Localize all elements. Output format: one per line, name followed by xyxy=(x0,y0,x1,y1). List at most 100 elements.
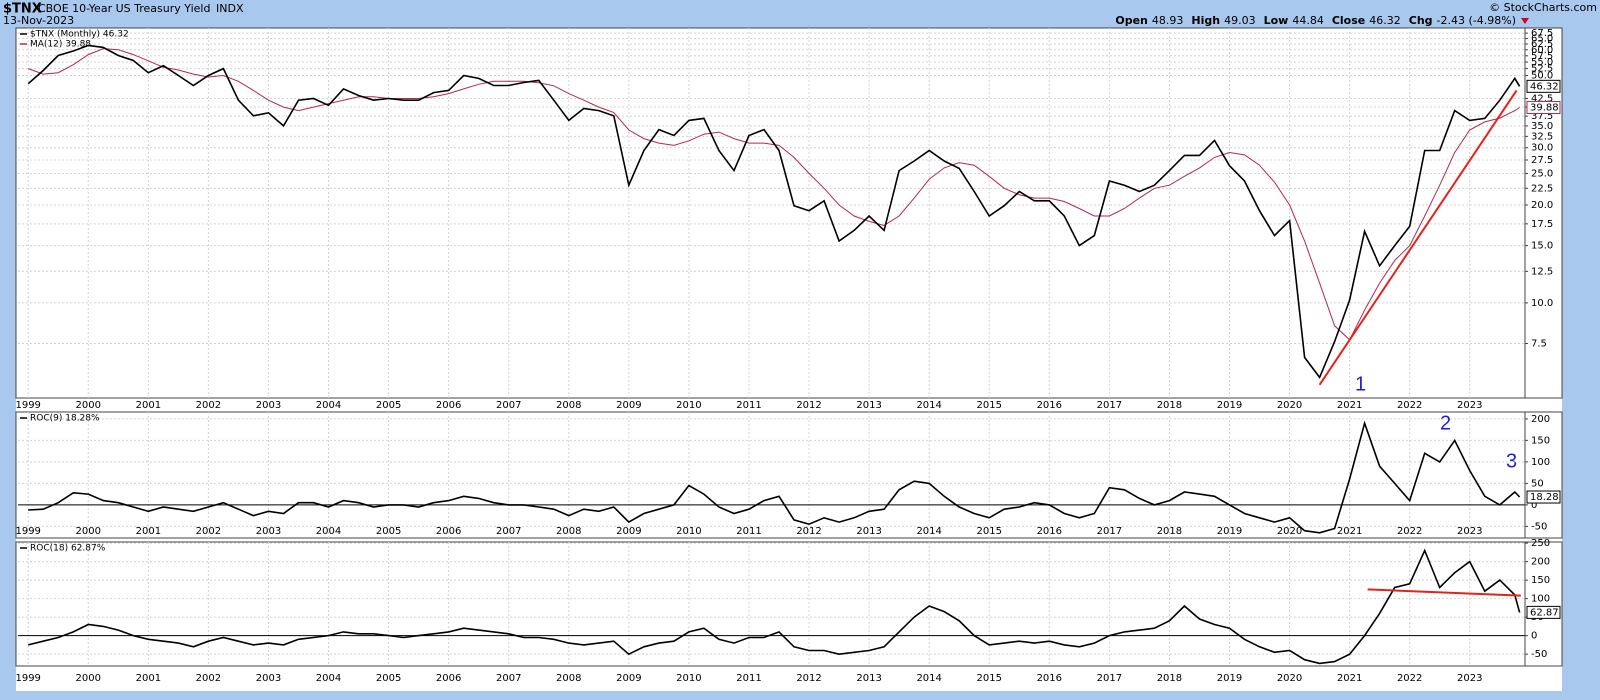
x-tick-label: 2003 xyxy=(256,673,281,684)
y-tick-label: 150 xyxy=(1531,575,1550,586)
y-tick-label: 42.5 xyxy=(1531,93,1553,104)
symbol: $TNX xyxy=(3,2,42,17)
x-tick-label: 2006 xyxy=(436,526,461,537)
x-tick-label: 2005 xyxy=(376,526,401,537)
series-line xyxy=(28,420,1521,534)
x-tick-label: 2001 xyxy=(136,400,161,411)
x-tick-label: 2001 xyxy=(136,673,161,684)
x-tick-label: 2022 xyxy=(1397,673,1422,684)
y-tick-label: 32.5 xyxy=(1531,131,1553,142)
quote-value: 48.93 xyxy=(1152,14,1184,27)
x-tick-label: 2005 xyxy=(376,673,401,684)
x-tick-label: 2023 xyxy=(1457,673,1482,684)
legend-entry: ROC(18) 62.87% xyxy=(30,544,106,554)
y-tick-label: 22.5 xyxy=(1531,183,1553,194)
x-tick-label: 2007 xyxy=(496,526,521,537)
x-tick-label: 2015 xyxy=(977,400,1002,411)
x-tick-label: 2022 xyxy=(1397,400,1422,411)
x-tick-label: 2008 xyxy=(556,673,581,684)
exchange: INDX xyxy=(216,2,244,15)
x-tick-label: 2022 xyxy=(1397,526,1422,537)
x-tick-label: 2020 xyxy=(1277,400,1302,411)
y-tick-label: 7.5 xyxy=(1531,339,1547,350)
down-arrow xyxy=(1521,18,1529,24)
panel-border xyxy=(15,411,1563,539)
x-tick-label: 2004 xyxy=(316,673,341,684)
x-tick-label: 2017 xyxy=(1097,400,1122,411)
series-line xyxy=(28,548,1521,665)
x-tick-label: 2018 xyxy=(1157,400,1182,411)
x-tick-label: 2020 xyxy=(1277,673,1302,684)
x-tick-label: 2003 xyxy=(256,400,281,411)
date: 13-Nov-2023 xyxy=(3,14,74,27)
x-tick-label: 2013 xyxy=(856,526,881,537)
x-tick-label: 2010 xyxy=(676,400,701,411)
quote-value: 44.84 xyxy=(1292,14,1324,27)
quote-label: Chg xyxy=(1409,14,1433,27)
x-tick-label: 2012 xyxy=(796,673,821,684)
last-value-label: 39.88 xyxy=(1530,102,1559,113)
x-tick-label: 2017 xyxy=(1097,673,1122,684)
x-tick-label: 2009 xyxy=(616,526,641,537)
y-tick-label: 62.5 xyxy=(1531,39,1553,50)
y-tick-label: 57.5 xyxy=(1531,51,1553,62)
x-tick-label: 2008 xyxy=(556,526,581,537)
y-tick-label: 10.0 xyxy=(1531,298,1553,309)
x-tick-label: 2014 xyxy=(916,526,941,537)
last-value-box xyxy=(1526,490,1561,504)
last-value-box xyxy=(1526,100,1561,114)
credit: © StockCharts.com xyxy=(1489,1,1597,14)
quote-label: Low xyxy=(1264,14,1289,27)
quote: Open 48.93 High 49.03 Low 44.84 Close 46.32 Chg -… xyxy=(1115,14,1516,27)
y-tick-label: 150 xyxy=(1531,435,1550,446)
y-tick-label: 200 xyxy=(1531,557,1550,568)
last-value-label: 62.87 xyxy=(1530,607,1559,618)
y-tick-label: 250 xyxy=(1531,538,1550,549)
x-tick-label: 2005 xyxy=(376,400,401,411)
x-tick-label: 2016 xyxy=(1037,673,1062,684)
x-tick-label: 2019 xyxy=(1217,400,1242,411)
panel-border xyxy=(15,541,1563,667)
y-tick-label: 100 xyxy=(1531,457,1550,468)
x-tick-label: 2009 xyxy=(616,400,641,411)
panel-border xyxy=(15,27,1563,399)
y-tick-label: 100 xyxy=(1531,594,1550,605)
x-tick-label: 2003 xyxy=(256,526,281,537)
annotation: 2 xyxy=(1440,412,1451,434)
x-tick-label: 2023 xyxy=(1457,526,1482,537)
x-tick-label: 2018 xyxy=(1157,526,1182,537)
quote-value: 49.03 xyxy=(1224,14,1256,27)
y-tick-label: 65.0 xyxy=(1531,33,1553,44)
last-value-box xyxy=(1526,79,1561,93)
y-tick-label: 35.0 xyxy=(1531,121,1553,132)
x-tick-label: 2023 xyxy=(1457,400,1482,411)
x-tick-label: 2007 xyxy=(496,673,521,684)
y-tick-label: 0 xyxy=(1531,500,1537,511)
x-tick-label: 2006 xyxy=(436,400,461,411)
y-tick-label: 15.0 xyxy=(1531,241,1553,252)
trend-line xyxy=(1318,89,1518,386)
x-tick-label: 2008 xyxy=(556,400,581,411)
x-tick-label: 2012 xyxy=(796,400,821,411)
x-tick-label: 2021 xyxy=(1337,526,1362,537)
chart-area xyxy=(16,28,1562,691)
x-tick-label: 2013 xyxy=(856,673,881,684)
x-tick-label: 2016 xyxy=(1037,526,1062,537)
y-tick-label: 0 xyxy=(1531,631,1537,642)
x-tick-label: 1999 xyxy=(15,673,40,684)
trend-line xyxy=(1367,588,1521,597)
x-tick-label: 2002 xyxy=(196,400,221,411)
series-line xyxy=(27,44,1521,379)
last-value-box xyxy=(1526,605,1561,619)
x-tick-label: 2017 xyxy=(1097,526,1122,537)
y-tick-label: 55.0 xyxy=(1531,57,1553,68)
legend-entry: $TNX (Monthly) 46.32 xyxy=(30,30,129,40)
x-tick-label: 2013 xyxy=(856,400,881,411)
x-tick-label: 2012 xyxy=(796,526,821,537)
x-tick-label: 2000 xyxy=(76,400,101,411)
legend-entry: MA(12) 39.88 xyxy=(30,40,91,50)
x-tick-label: 1999 xyxy=(15,526,40,537)
x-tick-label: 2006 xyxy=(436,673,461,684)
x-tick-label: 2015 xyxy=(977,526,1002,537)
